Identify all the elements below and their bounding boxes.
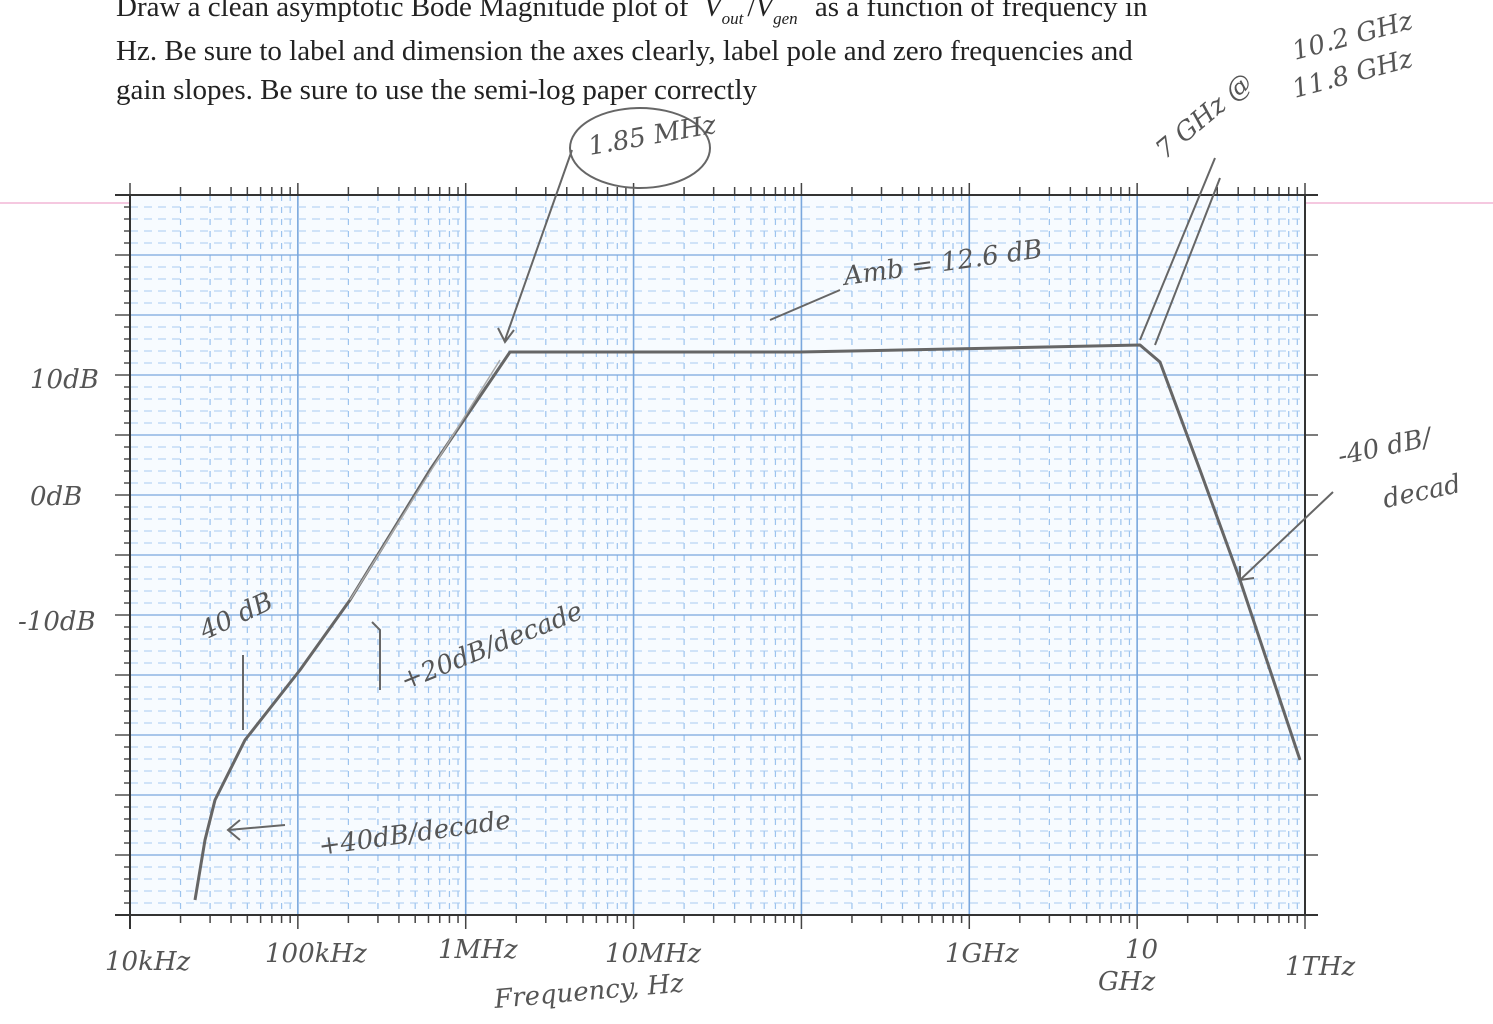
y-label: -10dB bbox=[18, 607, 96, 637]
instruction-line: Hz. Be sure to label and dimension the a… bbox=[116, 35, 1133, 67]
x-label: 10 bbox=[1125, 935, 1158, 965]
x-label: 10MHz bbox=[605, 939, 701, 969]
annotation: decad bbox=[1380, 469, 1463, 515]
x-label: 100kHz bbox=[265, 939, 367, 969]
x-label: 10kHz bbox=[105, 947, 191, 977]
x-label: 1MHz bbox=[438, 935, 518, 965]
x-label: 1GHz bbox=[945, 939, 1019, 969]
instruction-line: gain slopes. Be sure to use the semi-log… bbox=[116, 74, 758, 106]
axis-title: Frequency, Hz bbox=[492, 968, 685, 1015]
annotation: -40 dB/ bbox=[1335, 422, 1436, 471]
annotation: 7 GHz @ bbox=[1150, 68, 1258, 166]
page: {"instructions": { "line1": {"before": "… bbox=[0, 0, 1493, 1024]
x-label: 1THz bbox=[1285, 952, 1356, 982]
text: Draw a clean asymptotic Bode Magnitude p… bbox=[116, 0, 689, 23]
x-label: GHz bbox=[1098, 967, 1155, 997]
y-label: 10dB bbox=[30, 365, 99, 395]
subscript: gen bbox=[773, 9, 798, 28]
subscript: out bbox=[722, 9, 745, 28]
y-label: 0dB bbox=[30, 482, 82, 512]
semi-log-paper bbox=[115, 183, 1318, 929]
annotation: 1.85 MHz bbox=[586, 110, 719, 162]
text: as a function of frequency in bbox=[815, 0, 1148, 23]
sheet: Draw a clean asymptotic Bode Magnitude p… bbox=[0, 0, 1493, 1024]
instruction-line: Draw a clean asymptotic Bode Magnitude p… bbox=[116, 0, 1148, 31]
